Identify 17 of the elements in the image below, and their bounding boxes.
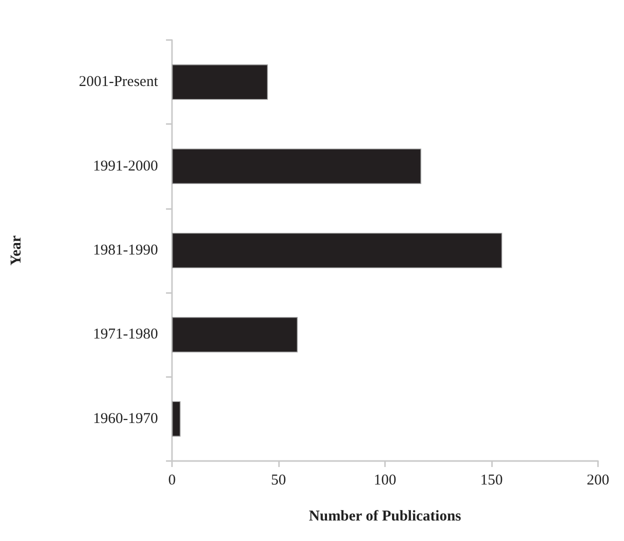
y-tick-label: 1960-1970 bbox=[93, 410, 158, 427]
x-tick-label: 200 bbox=[586, 472, 610, 488]
bar bbox=[172, 317, 298, 352]
y-tick-label: 1981-1990 bbox=[93, 242, 158, 258]
bar bbox=[172, 401, 181, 437]
bar bbox=[172, 64, 268, 100]
y-tick-label: 1971-1980 bbox=[93, 326, 158, 343]
x-tick-label: 50 bbox=[271, 472, 286, 488]
bar bbox=[172, 232, 502, 268]
x-axis-title: Number of Publications bbox=[308, 508, 462, 524]
x-tick-label: 100 bbox=[374, 472, 396, 488]
y-tick-label: 1991-2000 bbox=[93, 158, 158, 174]
bar bbox=[172, 148, 422, 184]
x-tick-label: 0 bbox=[168, 472, 176, 488]
x-tick-label: 150 bbox=[480, 472, 503, 488]
y-tick-label: 2001-Present bbox=[78, 74, 159, 90]
y-axis-title: Year bbox=[8, 235, 24, 266]
